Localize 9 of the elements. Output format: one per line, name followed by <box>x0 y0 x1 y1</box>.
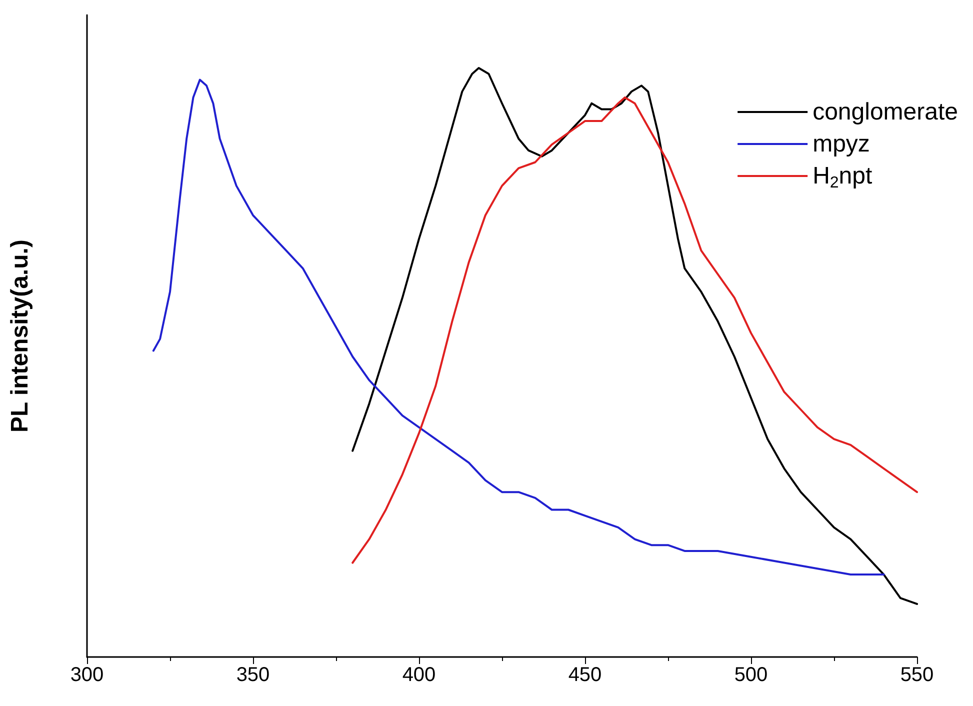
legend-label: conglomerate <box>812 98 958 126</box>
x-tick-label: 350 <box>236 664 270 686</box>
legend-label: mpyz <box>812 130 870 158</box>
x-tick-label: 400 <box>402 664 436 686</box>
x-tick-label: 300 <box>70 664 104 686</box>
x-tick-label: 500 <box>734 664 768 686</box>
x-tick-label: 450 <box>568 664 602 686</box>
x-tick-label: 550 <box>900 664 934 686</box>
y-axis-title: PL intensity(a.u.) <box>6 240 34 432</box>
